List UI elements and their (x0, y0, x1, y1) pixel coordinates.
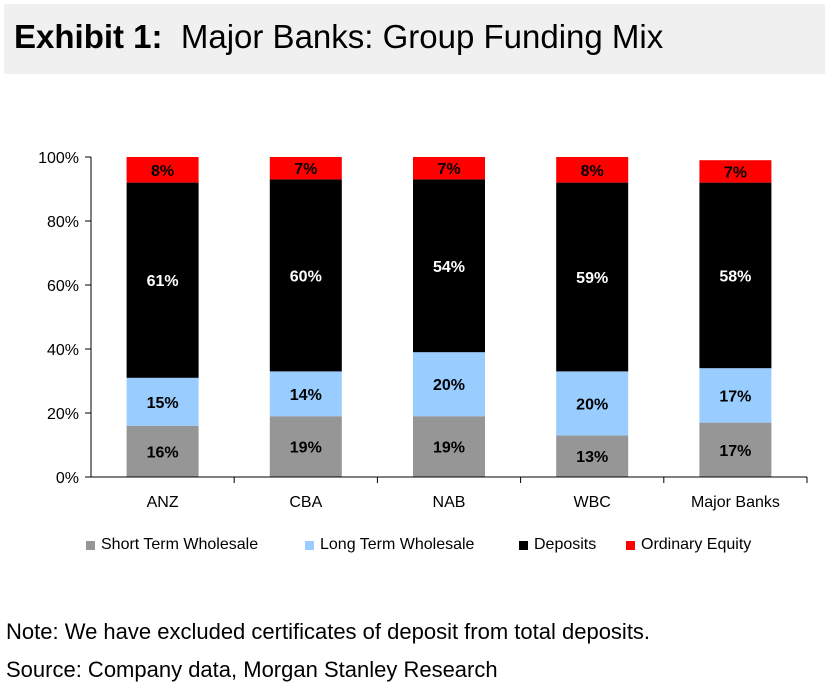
legend-item: Short Term Wholesale (86, 534, 258, 556)
data-label: 17% (719, 443, 751, 460)
legend-swatch (305, 540, 314, 550)
y-tick-label: 80% (47, 214, 79, 231)
data-label: 59% (576, 270, 608, 287)
bar-segment (699, 422, 772, 477)
x-tick-label: NAB (433, 494, 466, 511)
legend-label: Long Term Wholesale (320, 536, 475, 553)
bar-segment (269, 416, 342, 477)
y-tick-label: 60% (47, 278, 79, 295)
bar-segment (413, 352, 485, 417)
data-label: 13% (576, 449, 608, 466)
bar-segment (269, 179, 342, 372)
data-label: 7% (294, 161, 317, 178)
bar-segment (699, 182, 772, 369)
title-band (4, 4, 825, 74)
legend-swatch (626, 540, 635, 550)
data-label: 17% (719, 388, 751, 405)
legend-item: Deposits (519, 534, 596, 556)
note-text: Note: We have excluded certificates of d… (6, 619, 651, 644)
bar-segment (699, 368, 772, 423)
data-label: 16% (147, 444, 179, 461)
data-label: 58% (719, 268, 751, 285)
legend-swatch (86, 540, 95, 550)
title-text: Major Banks: Group Funding Mix (180, 18, 664, 55)
bar-segment (126, 377, 199, 426)
bar-segment (699, 160, 772, 183)
stacked-bar-chart: 0% 20% 40% 60% 80% 100% 16% 15% 61% 8% ANZ 19% 14% 60… (38, 150, 808, 511)
bar-segment (413, 157, 485, 180)
bar-segment (126, 425, 199, 477)
data-label: 7% (437, 161, 460, 178)
y-tick-label: 0% (56, 470, 79, 487)
bar-segment (269, 157, 342, 180)
y-tick-label: 40% (47, 342, 79, 359)
x-tick-label: Major Banks (691, 494, 780, 511)
legend-label: Short Term Wholesale (101, 536, 259, 553)
legend-label: Ordinary Equity (641, 536, 752, 553)
data-label: 54% (433, 259, 465, 276)
data-label: 60% (290, 268, 322, 285)
bar-segment (126, 157, 199, 183)
data-label: 14% (290, 387, 322, 404)
data-label: 19% (433, 440, 465, 457)
data-label: 19% (290, 440, 322, 457)
data-label: 8% (581, 163, 604, 180)
exhibit-label: Exhibit 1: (14, 18, 163, 55)
x-tick-label: WBC (574, 494, 611, 511)
chart-title: Exhibit 1: Major Banks: Group Funding Mi… (14, 16, 663, 58)
y-tick-label: 100% (38, 150, 79, 167)
bar-segment (126, 182, 199, 378)
legend-swatch (519, 540, 528, 550)
data-label: 61% (147, 273, 179, 290)
bar-segment (556, 435, 629, 477)
data-label: 20% (433, 377, 465, 394)
x-tick-label: CBA (289, 494, 322, 511)
legend-item: Ordinary Equity (626, 534, 751, 556)
bar-segment (413, 179, 485, 353)
data-label: 7% (724, 164, 747, 181)
source-text: Source: Company data, Morgan Stanley Res… (6, 657, 498, 682)
legend-item: Long Term Wholesale (305, 534, 474, 556)
data-label: 20% (576, 396, 608, 413)
legend-label: Deposits (534, 536, 597, 553)
bar-segment (556, 157, 629, 183)
data-label: 15% (147, 395, 179, 412)
x-tick-label: ANZ (147, 494, 179, 511)
legend: Short Term Wholesale Long Term Wholesale D… (0, 534, 829, 556)
data-label: 8% (151, 163, 174, 180)
bar-segment (556, 182, 629, 372)
bar-segment (556, 371, 629, 436)
bar-segment (269, 371, 342, 417)
y-tick-label: 20% (47, 406, 79, 423)
bar-segment (413, 416, 485, 477)
